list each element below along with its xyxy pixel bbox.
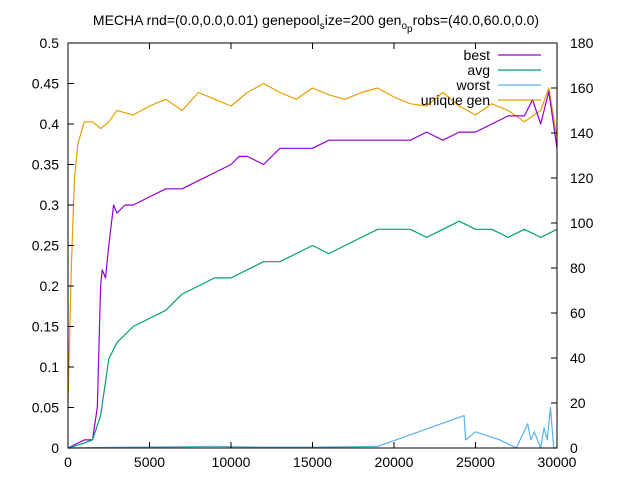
- series-line-best: [67, 90, 558, 449]
- legend-label: unique gen: [421, 92, 490, 108]
- y2-tick-label: 60: [570, 305, 586, 321]
- y-tick-label: 0.25: [32, 238, 59, 254]
- y2-tick-label: 120: [570, 170, 594, 186]
- x-tick-label: 0: [64, 454, 72, 470]
- legend-label: best: [464, 47, 491, 63]
- y2-tick-label: 40: [570, 350, 586, 366]
- series-line-avg: [67, 220, 558, 449]
- x-tick-label: 30000: [538, 454, 577, 470]
- legend-label: worst: [456, 77, 491, 93]
- y-tick-label: 0.1: [40, 359, 60, 375]
- y-tick-label: 0.5: [40, 35, 60, 51]
- series-line-worst: [67, 406, 557, 449]
- y-tick-label: 0.15: [32, 319, 59, 335]
- x-tick-label: 20000: [375, 454, 414, 470]
- x-tick-label: 5000: [134, 454, 165, 470]
- y-tick-label: 0.3: [40, 197, 60, 213]
- y2-tick-label: 140: [570, 125, 594, 141]
- y2-tick-label: 20: [570, 395, 586, 411]
- y2-tick-label: 80: [570, 260, 586, 276]
- x-tick-label: 10000: [212, 454, 251, 470]
- y-tick-label: 0.4: [40, 116, 60, 132]
- series-line-unique-gen: [67, 82, 558, 404]
- y-tick-label: 0.2: [40, 278, 60, 294]
- chart-title: MECHA rnd=(0.0,0.0,0.01) genepoolsize=20…: [93, 12, 539, 35]
- legend-label: avg: [467, 62, 490, 78]
- y2-tick-label: 0: [570, 440, 578, 456]
- y2-tick-label: 160: [570, 80, 594, 96]
- y-tick-label: 0.05: [32, 400, 59, 416]
- y-tick-label: 0.45: [32, 76, 59, 92]
- y2-tick-label: 180: [570, 35, 594, 51]
- x-tick-label: 15000: [293, 454, 332, 470]
- y-tick-label: 0: [51, 440, 59, 456]
- y-tick-label: 0.35: [32, 157, 59, 173]
- y2-tick-label: 100: [570, 215, 594, 231]
- x-tick-label: 25000: [456, 454, 495, 470]
